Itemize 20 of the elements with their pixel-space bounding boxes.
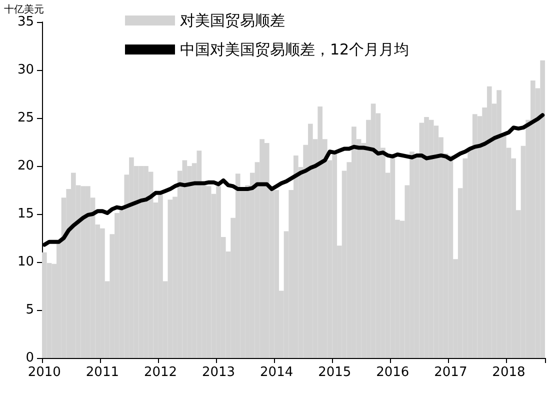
x-tick-label: 2016 bbox=[376, 365, 410, 380]
x-tick-label: 2013 bbox=[202, 365, 236, 380]
legend-label: 对美国贸易顺差 bbox=[180, 12, 285, 30]
y-tick-label: 25 bbox=[17, 110, 34, 126]
y-tick-label: 15 bbox=[17, 206, 34, 222]
y-tick-label: 5 bbox=[26, 302, 34, 318]
y-tick-label: 35 bbox=[17, 14, 34, 30]
x-tick-label: 2017 bbox=[434, 365, 468, 380]
x-tick-label: 2010 bbox=[28, 365, 61, 380]
x-tick-label: 2015 bbox=[318, 365, 352, 380]
y-tick-label: 0 bbox=[26, 350, 34, 366]
x-tick-label: 2011 bbox=[86, 365, 120, 380]
x-tick-label: 2018 bbox=[492, 365, 526, 380]
legend-label: 中国对美国贸易顺差，12个月月均 bbox=[180, 40, 410, 58]
y-tick-label: 30 bbox=[17, 62, 34, 78]
y-tick-label: 20 bbox=[17, 158, 34, 174]
y-tick-label: 10 bbox=[17, 254, 34, 270]
x-tick-label: 2012 bbox=[144, 365, 178, 380]
y-axis-title: 十亿美元 bbox=[4, 4, 44, 16]
x-tick-label: 2014 bbox=[260, 365, 294, 380]
